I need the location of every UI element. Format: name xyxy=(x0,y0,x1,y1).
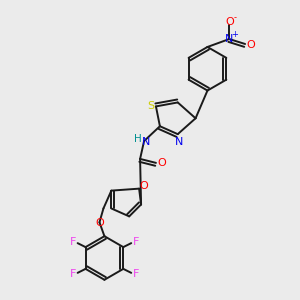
Text: F: F xyxy=(70,237,76,247)
Text: O: O xyxy=(140,181,148,191)
Text: N: N xyxy=(175,137,183,147)
Text: +: + xyxy=(231,30,238,39)
Text: N: N xyxy=(225,34,233,44)
Text: -: - xyxy=(234,13,237,22)
Text: F: F xyxy=(133,237,140,247)
Text: F: F xyxy=(133,269,140,279)
Text: O: O xyxy=(247,40,255,50)
Text: O: O xyxy=(225,17,234,27)
Text: O: O xyxy=(95,218,104,228)
Text: S: S xyxy=(147,101,155,111)
Text: F: F xyxy=(70,269,76,279)
Text: O: O xyxy=(158,158,166,168)
Text: N: N xyxy=(142,137,150,147)
Text: H: H xyxy=(134,134,142,144)
